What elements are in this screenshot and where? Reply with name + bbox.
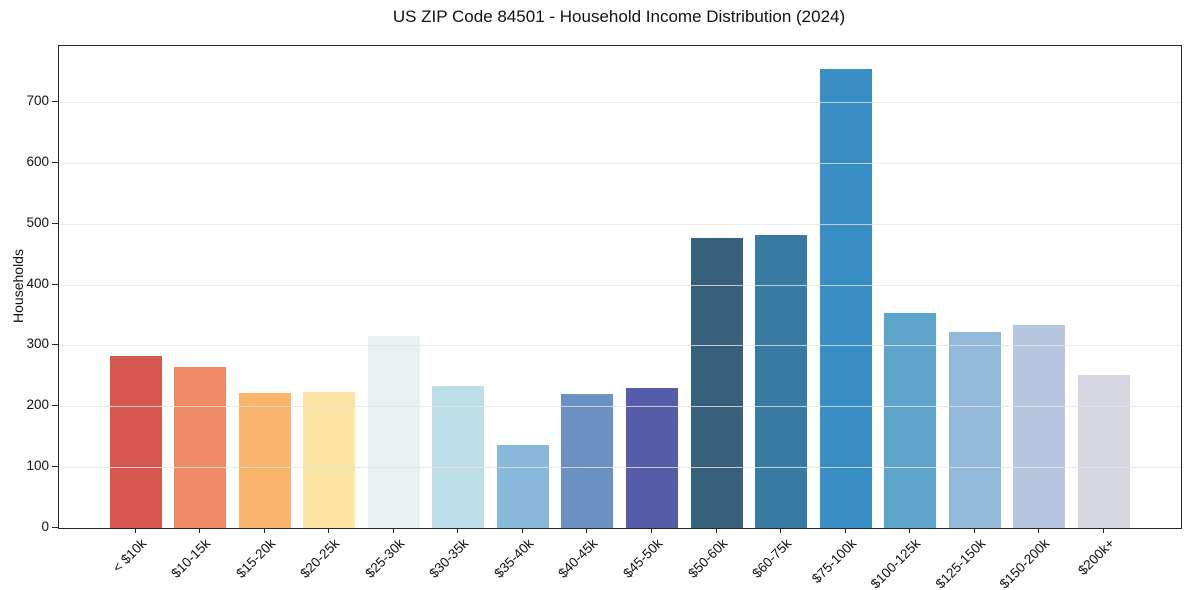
- bar-$100-125k: [884, 312, 937, 528]
- y-tick-mark: [52, 527, 58, 528]
- y-tick-mark: [52, 100, 58, 102]
- bar-$75-100k: [819, 68, 872, 528]
- x-tick-label: < $10k: [109, 535, 149, 576]
- x-tick-mark: [392, 528, 394, 533]
- bar-$40-45k: [561, 393, 614, 528]
- y-tick-label: 100: [26, 458, 49, 474]
- y-tick-mark: [52, 405, 58, 407]
- x-tick-mark: [586, 528, 588, 533]
- y-tick-mark: [52, 344, 58, 346]
- x-tick-mark: [651, 528, 653, 533]
- x-tick-mark: [199, 528, 201, 533]
- x-tick-mark: [780, 528, 782, 533]
- bar-$150-200k: [1013, 324, 1066, 528]
- y-tick-label: 600: [26, 153, 49, 169]
- y-tick-label: 500: [26, 214, 49, 230]
- bar-$60-75k: [755, 235, 808, 528]
- y-tick-label: 700: [26, 92, 49, 108]
- bar-$35-40k: [496, 445, 549, 528]
- x-tick-mark: [715, 528, 717, 533]
- x-tick-mark: [909, 528, 911, 533]
- y-tick-mark: [52, 222, 58, 224]
- y-tick-mark: [52, 466, 58, 468]
- y-tick-label: 300: [26, 336, 49, 352]
- bar-$45-50k: [626, 388, 679, 528]
- bars-layer: [59, 46, 1181, 528]
- x-tick-mark: [1103, 528, 1105, 533]
- chart-title: US ZIP Code 84501 - Household Income Dis…: [392, 7, 846, 26]
- y-tick-mark: [52, 161, 58, 163]
- y-tick-label: 200: [26, 397, 49, 413]
- bar-$25-30k: [367, 335, 420, 528]
- bar-$50-60k: [690, 237, 743, 528]
- x-tick-mark: [973, 528, 975, 533]
- y-tick-mark: [52, 283, 58, 285]
- bar-$30-35k: [432, 385, 485, 528]
- x-tick-mark: [844, 528, 846, 533]
- bar-$20-25k: [303, 392, 356, 528]
- x-tick-mark: [1038, 528, 1040, 533]
- x-tick-mark: [328, 528, 330, 533]
- y-tick-label: 400: [26, 275, 49, 291]
- x-tick-mark: [521, 528, 523, 533]
- bar-$10-15k: [174, 366, 227, 528]
- x-tick-mark: [263, 528, 265, 533]
- plot-area: [58, 45, 1182, 529]
- bar-$15-20k: [238, 392, 291, 528]
- bar-$200k+: [1078, 374, 1131, 528]
- y-tick-label: 0: [41, 519, 49, 534]
- x-tick-mark: [457, 528, 459, 533]
- bar-$125-150k: [948, 332, 1001, 528]
- bar-< $10k: [109, 355, 162, 528]
- x-tick-mark: [134, 528, 136, 533]
